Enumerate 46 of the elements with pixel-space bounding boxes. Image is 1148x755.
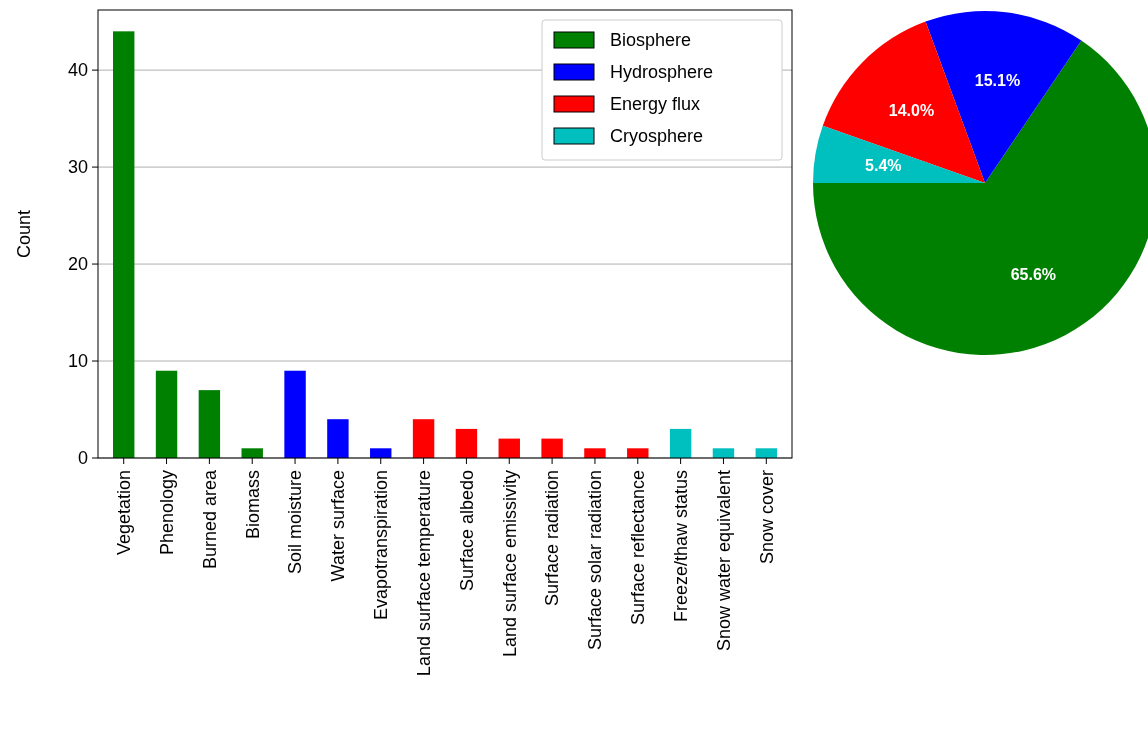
bar <box>327 419 349 458</box>
legend-label: Hydrosphere <box>610 62 714 82</box>
bar <box>412 419 435 458</box>
y-tick-label: 30 <box>67 157 88 178</box>
x-tick-label: Land surface temperature <box>413 470 434 677</box>
x-tick-label: Water surface <box>328 470 349 582</box>
legend-label: Biosphere <box>610 30 692 50</box>
x-tick-label: Surface radiation <box>542 470 563 607</box>
x-tick-label: Surface reflectance <box>628 470 649 626</box>
y-tick-label: 40 <box>67 60 88 81</box>
x-tick-label: Vegetation <box>114 470 134 556</box>
data-label: 65.6% <box>1010 265 1057 283</box>
bar <box>284 370 306 458</box>
bar <box>241 448 263 458</box>
y-tick-label: 0 <box>77 448 88 469</box>
x-tick-label: Surface albedo <box>456 470 477 592</box>
bar <box>669 428 692 458</box>
bar <box>541 438 563 458</box>
x-tick-label: Phenology <box>156 470 177 556</box>
data-label: 5.4% <box>865 157 902 175</box>
bar <box>155 370 178 458</box>
y-tick-label: 20 <box>67 254 88 275</box>
bar <box>198 390 221 458</box>
x-tick-label: Snow water equivalent <box>713 470 734 652</box>
y-tick-label: 10 <box>67 351 88 372</box>
bar <box>712 448 735 458</box>
x-tick-label: Evapotranspiration <box>371 470 392 621</box>
data-label: 15.1% <box>974 72 1021 90</box>
bar <box>370 448 392 458</box>
x-tick-label: Surface solar radiation <box>585 470 606 651</box>
x-tick-label: Biomass <box>242 470 263 540</box>
x-tick-label: Land surface emissivity <box>499 470 520 658</box>
x-tick-label: Soil moisture <box>285 470 306 575</box>
x-tick-label: Burned area <box>199 469 220 570</box>
x-tick-label: Snow cover <box>756 470 777 565</box>
bar <box>112 31 135 458</box>
data-label: 14.0% <box>888 102 935 120</box>
bar <box>584 448 606 458</box>
x-tick-label: Freeze/thaw status <box>670 470 691 623</box>
bar <box>755 448 778 458</box>
bar <box>627 448 649 458</box>
bar <box>455 428 478 458</box>
bar <box>498 438 520 458</box>
y-axis-title: Count <box>14 209 34 259</box>
legend-label: Energy flux <box>610 94 701 114</box>
legend-label: Cryosphere <box>610 126 704 146</box>
